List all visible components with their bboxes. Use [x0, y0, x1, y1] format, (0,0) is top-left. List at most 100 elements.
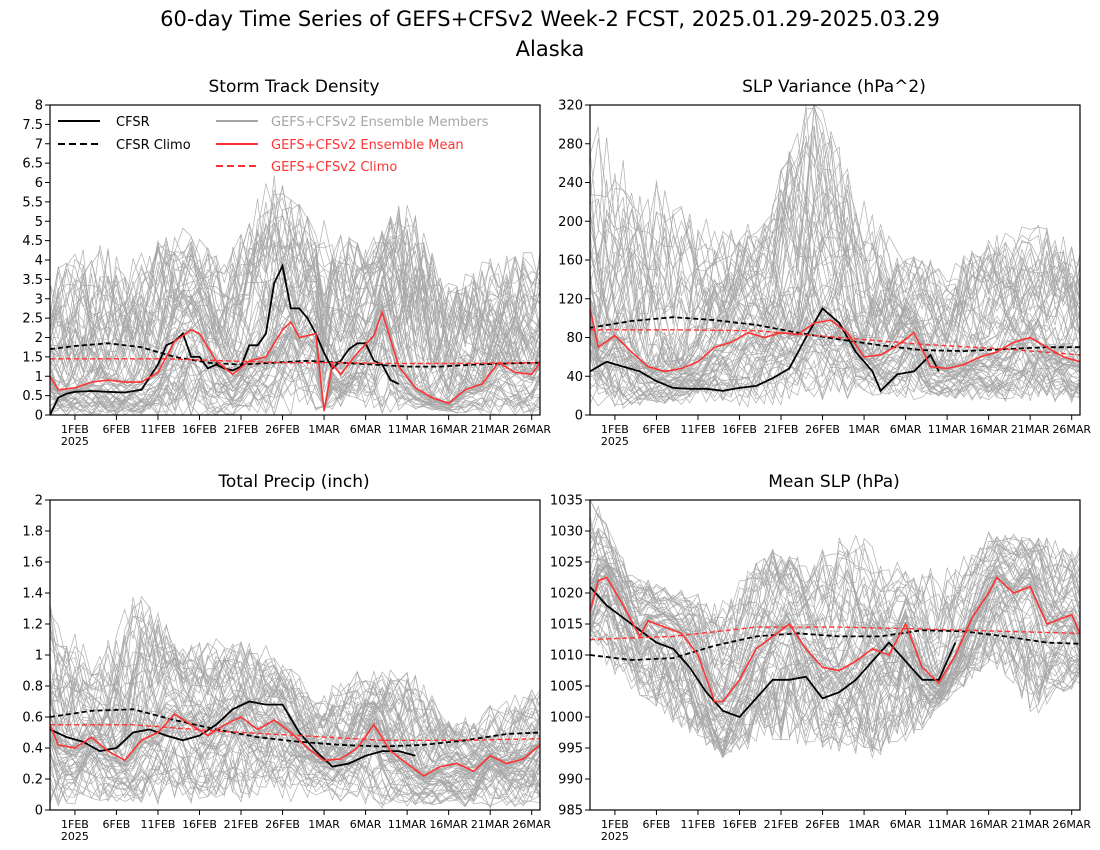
- ensemble-member-line: [590, 554, 1080, 703]
- ensemble-member-line: [590, 569, 1080, 709]
- ensemble-member-line: [590, 500, 1080, 693]
- ensemble-member-line: [50, 658, 540, 799]
- ensemble-member-line: [50, 284, 540, 411]
- ensemble-member-line: [590, 300, 1080, 404]
- panel-title: Storm Track Density: [208, 77, 379, 97]
- y-tick-label: 4: [35, 254, 43, 269]
- x-tick-label: 11FEB: [681, 423, 716, 436]
- ensemble-member-line: [590, 266, 1080, 395]
- y-tick-label: 240: [558, 176, 583, 191]
- legend-label-cfsr: CFSR: [116, 115, 150, 130]
- legend-label-cfsr-climo: CFSR Climo: [116, 138, 191, 153]
- y-tick-label: 0: [35, 804, 43, 819]
- y-tick-label: 5: [35, 215, 43, 230]
- ensemble-member-line: [590, 585, 1080, 751]
- x-tick-label: 16MAR: [969, 423, 1008, 436]
- y-tick-label: 990: [558, 773, 583, 788]
- y-tick-label: 6.5: [22, 157, 43, 172]
- ensemble-members: [50, 595, 540, 810]
- series-cfsr-climo-line: [590, 629, 1080, 661]
- ensemble-member-line: [590, 551, 1080, 742]
- x-tick-label: 6FEB: [643, 818, 671, 831]
- ensemble-member-line: [590, 182, 1080, 389]
- y-tick-label: 8: [35, 99, 43, 114]
- x-tick-label: 6MAR: [890, 423, 922, 436]
- ensemble-member-line: [50, 739, 540, 799]
- ensemble-member-line: [590, 545, 1080, 689]
- x-tick-label: 1FEB: [601, 818, 629, 831]
- y-tick-label: 0.5: [22, 389, 43, 404]
- x-tick-label: 1MAR: [848, 818, 880, 831]
- ensemble-member-line: [590, 574, 1080, 750]
- x-year-label: 2025: [61, 435, 89, 448]
- ensemble-member-line: [590, 504, 1080, 704]
- y-tick-label: 1.2: [22, 618, 43, 633]
- panel-title: Total Precip (inch): [217, 472, 369, 492]
- x-tick-label: 6MAR: [350, 818, 382, 831]
- x-tick-label: 11FEB: [681, 818, 716, 831]
- ensemble-member-line: [590, 611, 1080, 754]
- ensemble-member-line: [590, 216, 1080, 408]
- y-tick-label: 120: [558, 292, 583, 307]
- series-cfsr-line: [590, 586, 957, 719]
- ensemble-member-line: [50, 633, 540, 766]
- x-tick-label: 1MAR: [308, 423, 340, 436]
- ensemble-member-line: [590, 548, 1080, 699]
- x-tick-label: 21MAR: [471, 423, 510, 436]
- ensemble-member-line: [590, 233, 1080, 397]
- y-tick-label: 0.4: [22, 742, 43, 757]
- y-tick-label: 6: [35, 176, 43, 191]
- x-tick-label: 1MAR: [308, 818, 340, 831]
- y-tick-label: 1.4: [22, 587, 43, 602]
- ensemble-member-line: [590, 273, 1080, 404]
- series-cfsr-climo-line: [50, 708, 540, 748]
- x-tick-label: 26MAR: [1052, 423, 1091, 436]
- plot-area: [50, 595, 540, 810]
- y-tick-label: 1.6: [22, 556, 43, 571]
- ensemble-member-line: [50, 686, 540, 794]
- x-tick-label: 26FEB: [805, 423, 840, 436]
- y-tick-label: 3.5: [22, 273, 43, 288]
- y-tick-label: 1.8: [22, 525, 43, 540]
- x-tick-label: 6FEB: [103, 423, 131, 436]
- y-tick-label: 280: [558, 137, 583, 152]
- ensemble-member-line: [50, 220, 540, 386]
- x-tick-label: 1MAR: [848, 423, 880, 436]
- ensemble-member-line: [590, 189, 1080, 398]
- ensemble-member-line: [590, 524, 1080, 753]
- ensemble-member-line: [50, 669, 540, 799]
- ensemble-member-line: [50, 273, 540, 415]
- ensemble-member-line: [50, 322, 540, 409]
- x-tick-label: 11FEB: [141, 423, 176, 436]
- ensemble-member-line: [590, 173, 1080, 370]
- x-year-label: 2025: [601, 435, 629, 448]
- series-ensemble-mean-line: [50, 309, 540, 412]
- ensemble-member-line: [50, 679, 540, 787]
- series-ensemble-mean-line: [590, 576, 1080, 703]
- ensemble-member-line: [590, 548, 1080, 686]
- x-tick-label: 11MAR: [388, 423, 427, 436]
- y-tick-label: 40: [566, 370, 583, 385]
- series-cfsr-line: [50, 262, 400, 415]
- y-tick-label: 3: [35, 292, 43, 307]
- series-cfsr-line: [50, 700, 416, 768]
- ensemble-member-line: [590, 300, 1080, 393]
- ensemble-member-line: [590, 528, 1080, 754]
- y-tick-label: 0.2: [22, 773, 43, 788]
- ensemble-member-line: [590, 133, 1080, 371]
- ensemble-member-line: [590, 309, 1080, 399]
- ensemble-member-line: [50, 604, 540, 794]
- ensemble-member-line: [50, 183, 540, 415]
- y-tick-label: 80: [566, 331, 583, 346]
- x-tick-label: 21FEB: [224, 818, 259, 831]
- ensemble-member-line: [590, 276, 1080, 371]
- y-tick-label: 1.5: [22, 350, 43, 365]
- x-tick-label: 1FEB: [601, 423, 629, 436]
- ensemble-member-line: [50, 635, 540, 771]
- x-tick-label: 26FEB: [805, 818, 840, 831]
- panel-title: SLP Variance (hPa^2): [742, 77, 926, 97]
- figure-title: 60-day Time Series of GEFS+CFSv2 Week-2 …: [160, 7, 940, 31]
- x-tick-label: 16FEB: [722, 818, 757, 831]
- ensemble-member-line: [50, 244, 540, 412]
- y-tick-label: 4.5: [22, 234, 43, 249]
